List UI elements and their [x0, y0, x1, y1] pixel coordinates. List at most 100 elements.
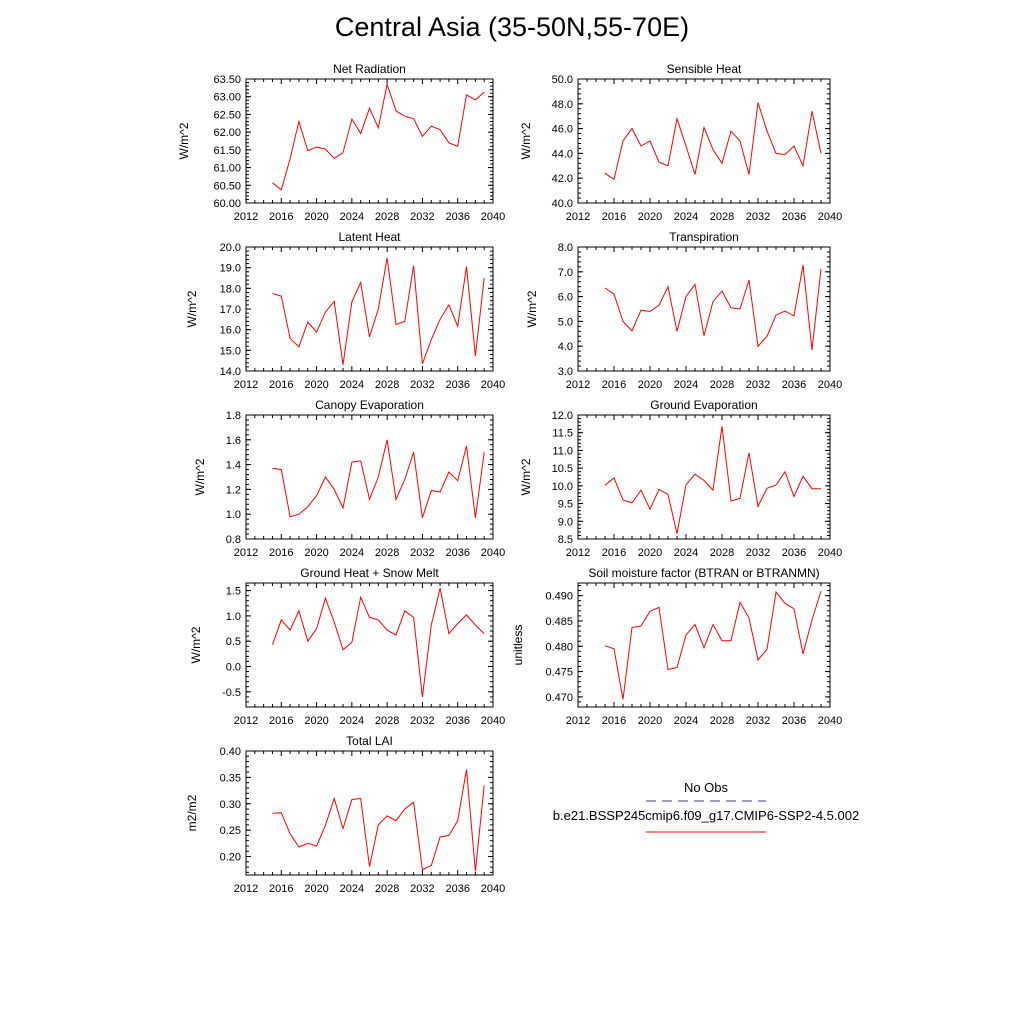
panel6-y-tick-label: 10.5 [552, 463, 573, 475]
panel2-y-tick-label: 48.0 [552, 99, 573, 111]
panel4-plot-frame [577, 246, 831, 372]
panel4-x-tick-label: 2040 [818, 379, 842, 391]
panel4-y-tick-label: 3.0 [558, 366, 573, 378]
panel4-x-tick-label: 2036 [782, 379, 806, 391]
panel1-x-tick-label: 2012 [234, 211, 258, 223]
panel8-plot-frame [577, 582, 831, 708]
panel7-title: Ground Heat + Snow Melt [300, 566, 439, 580]
panel8-series-line [604, 590, 822, 700]
panel2-x-tick-label: 2040 [818, 211, 842, 223]
panel8-y-tick-label: 0.470 [545, 692, 573, 704]
panel5-title: Canopy Evaporation [315, 398, 424, 412]
panel6-y-tick-label: 10.0 [552, 481, 573, 493]
panel8-x-tick-label: 2040 [818, 715, 842, 727]
panel2-series-line [604, 102, 822, 181]
panel9-plot-frame [245, 750, 494, 876]
panel4-y-tick-label: 8.0 [558, 242, 573, 254]
panel6-x-tick-label: 2016 [602, 547, 626, 559]
panel8-x-tick-label: 2028 [710, 715, 734, 727]
panel3-y-tick-label: 16.0 [220, 325, 241, 337]
panel4-x-tick-label: 2032 [746, 379, 770, 391]
panel5-y-tick-label: 1.0 [226, 509, 241, 521]
panel3-title: Latent Heat [338, 230, 401, 244]
panel2-y-tick-label: 44.0 [552, 148, 573, 160]
panel9-x-tick-label: 2012 [234, 883, 258, 895]
panel1-x-tick-label: 2028 [375, 211, 399, 223]
panel1-x-tick-label: 2032 [410, 211, 434, 223]
panel6-y-tick-label: 8.5 [558, 534, 573, 546]
panel7-y-tick-label: 0.0 [226, 662, 241, 674]
panel5-y-tick-label: 1.4 [226, 460, 241, 472]
panel3-y-tick-label: 14.0 [220, 366, 241, 378]
panel9-x-tick-label: 2040 [481, 883, 505, 895]
panel3-series-line [272, 257, 485, 365]
panel4-y-axis-label: W/m^2 [525, 290, 539, 327]
panel1-x-tick-label: 2036 [445, 211, 469, 223]
panel3-x-tick-label: 2020 [304, 379, 328, 391]
panel2-y-tick-label: 46.0 [552, 124, 573, 136]
panel4-x-tick-label: 2020 [638, 379, 662, 391]
panel3-y-tick-label: 17.0 [220, 304, 241, 316]
panel2-y-axis-label: W/m^2 [519, 122, 533, 159]
page-title: Central Asia (35-50N,55-70E) [334, 12, 690, 42]
panel3-x-tick-label: 2024 [340, 379, 364, 391]
panel6-x-tick-label: 2012 [566, 547, 590, 559]
panel7-x-tick-label: 2012 [234, 715, 258, 727]
panel5-y-axis-label: W/m^2 [193, 458, 207, 495]
panel7-y-tick-label: 1.0 [226, 611, 241, 623]
panel9-y-tick-label: 0.30 [220, 799, 241, 811]
panel5-x-tick-label: 2016 [269, 547, 293, 559]
panel7-x-tick-label: 2024 [340, 715, 364, 727]
panel4-x-tick-label: 2016 [602, 379, 626, 391]
panel7-y-tick-label: 0.5 [226, 636, 241, 648]
panel8-x-tick-label: 2020 [638, 715, 662, 727]
panel6-x-tick-label: 2020 [638, 547, 662, 559]
panel8-y-axis-label: unitless [511, 625, 525, 666]
panel1-x-tick-label: 2016 [269, 211, 293, 223]
panel6-y-tick-label: 9.0 [558, 516, 573, 528]
panel6-x-tick-label: 2036 [782, 547, 806, 559]
panel7-y-tick-label: -0.5 [222, 687, 241, 699]
panel3-y-axis-label: W/m^2 [185, 290, 199, 327]
panel6-x-tick-label: 2032 [746, 547, 770, 559]
panel5-x-tick-label: 2020 [304, 547, 328, 559]
panel1-y-tick-label: 62.00 [213, 127, 241, 139]
panel6-y-tick-label: 11.0 [552, 445, 573, 457]
panel3-y-tick-label: 18.0 [220, 283, 241, 295]
panel2-title: Sensible Heat [667, 62, 742, 76]
panel5-x-tick-label: 2028 [375, 547, 399, 559]
panel6-y-axis-label: W/m^2 [519, 458, 533, 495]
panel2-y-tick-label: 42.0 [552, 173, 573, 185]
panel9-title: Total LAI [346, 734, 393, 748]
panel7-series-line [272, 587, 485, 697]
panel1-y-tick-label: 61.50 [213, 145, 241, 157]
panel4-series-line [604, 265, 822, 350]
panel7-x-tick-label: 2032 [410, 715, 434, 727]
panel3-x-tick-label: 2016 [269, 379, 293, 391]
panel1-y-tick-label: 63.00 [213, 92, 241, 104]
panel9-x-tick-label: 2016 [269, 883, 293, 895]
panel9-x-tick-label: 2032 [410, 883, 434, 895]
panel9-y-axis-label: m2/m2 [185, 794, 199, 831]
panel8-x-tick-label: 2016 [602, 715, 626, 727]
panel9-y-tick-label: 0.35 [220, 772, 241, 784]
panel6-x-tick-label: 2040 [818, 547, 842, 559]
panel1-y-tick-label: 60.00 [213, 198, 241, 210]
panel6-y-tick-label: 11.5 [552, 428, 573, 440]
panel1-y-axis-label: W/m^2 [177, 122, 191, 159]
panel8-x-tick-label: 2024 [674, 715, 698, 727]
panel4-y-tick-label: 6.0 [558, 292, 573, 304]
panel3-plot-frame [245, 246, 494, 372]
panel6-series-line [604, 426, 821, 534]
panel1-x-tick-label: 2020 [304, 211, 328, 223]
panel2-y-tick-label: 40.0 [552, 198, 573, 210]
panel7-y-tick-label: 1.5 [226, 586, 241, 598]
panel5-y-tick-label: 1.6 [226, 435, 241, 447]
panel2-y-tick-label: 50.0 [552, 74, 573, 86]
panel1-y-tick-label: 60.50 [213, 180, 241, 192]
panel9-series-line [272, 769, 485, 872]
panel6-x-tick-label: 2028 [710, 547, 734, 559]
panel8-y-tick-label: 0.480 [545, 641, 573, 653]
panel5-y-tick-label: 1.2 [226, 484, 241, 496]
